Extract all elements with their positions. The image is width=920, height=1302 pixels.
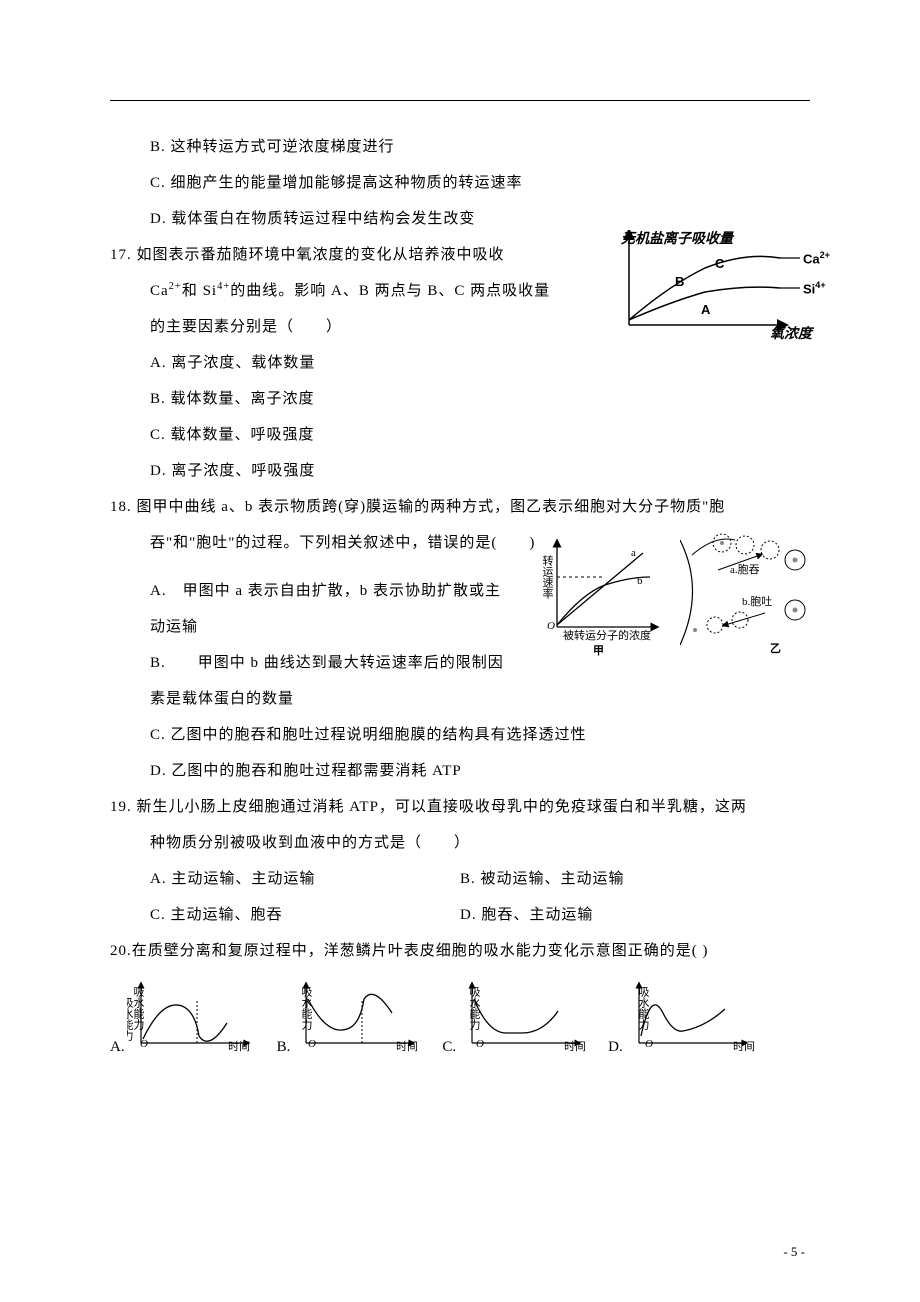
- q20c-ylabel: 吸水能力: [466, 986, 482, 1030]
- q19-row-ab: A. 主动运输、主动运输 B. 被动运输、主动运输: [110, 861, 810, 897]
- q20-stem-text: 在质壁分离和复原过程中，洋葱鳞片叶表皮细胞的吸水能力变化示意图正确的是( ): [132, 943, 709, 959]
- q18-stem1: 图甲中曲线 a、b 表示物质跨(穿)膜运输的两种方式，图乙表示细胞对大分子物质"…: [137, 499, 726, 515]
- q17-opt-b: B. 载体数量、离子浓度: [110, 381, 810, 417]
- q17-point-a: A: [701, 302, 710, 317]
- q18a-caption: 甲: [593, 642, 604, 658]
- q20d-xlabel: 时间: [733, 1038, 755, 1054]
- q19-stem1: 新生儿小肠上皮细胞通过消耗 ATP，可以直接吸收母乳中的免疫球蛋白和半乳糖，这两: [137, 799, 747, 815]
- q18-opt-c: C. 乙图中的胞吞和胞吐过程说明细胞膜的结构具有选择透过性: [110, 717, 810, 753]
- q20-d-label: D.: [608, 1039, 623, 1056]
- q17-stem2-tail: 的曲线。影响 A、B 两点与 B、C 两点吸收量: [230, 283, 550, 299]
- q17-point-b: B: [675, 274, 684, 289]
- q18-opt-b-line2: 素是载体蛋白的数量: [110, 681, 810, 717]
- q18a-xlabel: 被转运分子的浓度: [563, 627, 651, 643]
- q18-stem-line1: 18. 图甲中曲线 a、b 表示物质跨(穿)膜运输的两种方式，图乙表示细胞对大分…: [110, 489, 810, 525]
- q20-c-label: C.: [442, 1039, 456, 1056]
- q19-stem-line2: 种物质分别被吸收到血液中的方式是（ ）: [110, 825, 810, 861]
- q20d-origin: O: [645, 1038, 653, 1050]
- q20-stem: 20.在质壁分离和复原过程中，洋葱鳞片叶表皮细胞的吸水能力变化示意图正确的是( …: [110, 933, 810, 969]
- ca-sup: 2+: [169, 281, 182, 292]
- q17-point-c: C: [715, 256, 724, 271]
- q19-opt-d: D. 胞吞、主动运输: [460, 897, 593, 933]
- q17-figure: 无机盐离子吸收量 氧浓度 A B C Ca2+ Si4+: [615, 230, 830, 345]
- q18a-curve-a: a: [631, 547, 636, 559]
- q20b-ylabel: 吸水能力: [298, 986, 314, 1030]
- q19-row-cd: C. 主动运输、胞吞 D. 胞吞、主动运输: [110, 897, 810, 933]
- q17-ylabel: 无机盐离子吸收量: [621, 228, 733, 248]
- q20-b-label: B.: [277, 1039, 291, 1056]
- q20b-xlabel: 时间: [396, 1038, 418, 1054]
- page-number: - 5 -: [783, 1244, 805, 1260]
- si-sup: 4+: [217, 281, 230, 292]
- q17-opt-c: C. 载体数量、呼吸强度: [110, 417, 810, 453]
- q18-figure-b: a.胞吞 b.胞吐 乙: [680, 525, 815, 660]
- q18b-label-a: a.胞吞: [730, 561, 760, 577]
- q20-a-label: A.: [110, 1039, 125, 1056]
- q18b-caption: 乙: [770, 640, 781, 656]
- q17-number: 17.: [110, 247, 132, 263]
- q19-opt-a: A. 主动运输、主动运输: [150, 861, 460, 897]
- q18-opt-d: D. 乙图中的胞吞和胞吐过程都需要消耗 ATP: [110, 753, 810, 789]
- q18a-origin: O: [547, 620, 555, 632]
- q18a-curve-b: b: [637, 575, 643, 587]
- q19-number: 19.: [110, 799, 132, 815]
- q16-opt-c: C. 细胞产生的能量增加能够提高这种物质的转运速率: [110, 165, 810, 201]
- q20c-origin: O: [476, 1038, 484, 1050]
- q20-number: 20.: [110, 943, 132, 959]
- q20a-ylabel: 吸水能力: [130, 986, 146, 1030]
- q17-si-label: Si4+: [803, 280, 826, 296]
- q19-opt-b: B. 被动运输、主动运输: [460, 861, 625, 897]
- q20d-ylabel: 吸水能力: [635, 986, 651, 1030]
- q19-stem-line1: 19. 新生儿小肠上皮细胞通过消耗 ATP，可以直接吸收母乳中的免疫球蛋白和半乳…: [110, 789, 810, 825]
- q18-figure-a: 转运速率 被转运分子的浓度 甲 O a b: [535, 535, 670, 655]
- q16-opt-b: B. 这种转运方式可逆浓度梯度进行: [110, 129, 810, 165]
- header-rule: [110, 100, 810, 101]
- q17-stem1: 如图表示番茄随环境中氧浓度的变化从培养液中吸收: [137, 247, 505, 263]
- q18-number: 18.: [110, 499, 132, 515]
- q18b-label-b: b.胞吐: [742, 593, 772, 609]
- q20b-origin: O: [308, 1038, 316, 1050]
- q20c-xlabel: 时间: [564, 1038, 586, 1054]
- q17-opt-d: D. 离子浓度、呼吸强度: [110, 453, 810, 489]
- q20-options-row: A. 吸水能力 B. C.: [110, 981, 810, 1056]
- q17-opt-a: A. 离子浓度、载体数量: [110, 345, 810, 381]
- q20a-xlabel: 时间: [228, 1038, 250, 1054]
- si-text: 和 Si: [182, 283, 217, 299]
- q20-a-svg: 吸水能力: [127, 981, 277, 1056]
- q17-xlabel: 氧浓度: [770, 323, 812, 343]
- q19-opt-c: C. 主动运输、胞吞: [150, 897, 460, 933]
- ca-text: Ca: [150, 283, 169, 299]
- q18a-ylabel: 转运速率: [539, 555, 555, 599]
- q17-ca-label: Ca2+: [803, 250, 830, 266]
- q20a-origin: O: [140, 1038, 148, 1050]
